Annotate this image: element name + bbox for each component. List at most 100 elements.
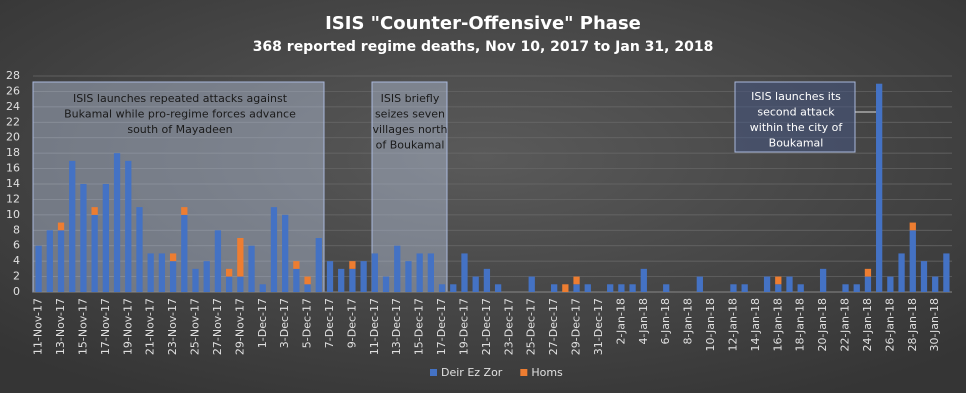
x-tick-label: 5-Dec-17 bbox=[301, 298, 314, 348]
bar bbox=[35, 245, 42, 292]
bar bbox=[842, 284, 849, 292]
bar bbox=[91, 214, 98, 292]
x-tick-label: 31-Dec-17 bbox=[592, 298, 605, 355]
bar bbox=[775, 276, 782, 285]
bar bbox=[876, 83, 883, 292]
bar bbox=[909, 230, 916, 292]
annotation-box bbox=[371, 81, 448, 293]
legend-label: Homs bbox=[531, 366, 563, 379]
x-tick-label: 13-Dec-17 bbox=[390, 298, 403, 355]
x-tick-label: 20-Jan-18 bbox=[816, 298, 829, 352]
x-tick-label: 21-Dec-17 bbox=[480, 298, 493, 355]
x-tick-label: 18-Jan-18 bbox=[794, 298, 807, 352]
y-tick-label: 26 bbox=[6, 84, 20, 97]
bar bbox=[573, 284, 580, 292]
x-tick-label: 8-Jan-18 bbox=[682, 298, 695, 345]
bar bbox=[57, 222, 65, 231]
bar bbox=[573, 276, 580, 285]
annotation-text: within the city of bbox=[750, 121, 844, 134]
bar bbox=[282, 214, 289, 292]
y-tick-label: 14 bbox=[6, 177, 20, 190]
bar bbox=[607, 284, 614, 292]
y-tick-label: 10 bbox=[6, 208, 20, 221]
y-tick-label: 8 bbox=[13, 223, 20, 236]
bar bbox=[741, 284, 748, 292]
bar bbox=[483, 268, 491, 292]
x-tick-label: 25-Nov-17 bbox=[189, 298, 202, 355]
bar bbox=[259, 284, 266, 292]
annotation-text: ISIS launches repeated attacks against bbox=[73, 92, 288, 105]
bar bbox=[898, 253, 905, 292]
bar bbox=[730, 284, 737, 292]
x-tick-label: 27-Dec-17 bbox=[547, 298, 560, 355]
bar bbox=[326, 261, 334, 292]
annotation-text: ISIS briefly bbox=[381, 92, 440, 105]
bar bbox=[494, 284, 502, 292]
bar bbox=[786, 276, 793, 292]
annotation-box bbox=[734, 81, 856, 153]
x-tick-label: 11-Nov-17 bbox=[32, 298, 45, 355]
y-tick-label: 0 bbox=[13, 285, 20, 298]
annotation-text: Bukamal while pro-regime forces advance bbox=[64, 108, 296, 121]
x-tick-label: 22-Jan-18 bbox=[839, 298, 852, 352]
bar bbox=[640, 268, 647, 292]
y-tick-label: 24 bbox=[6, 100, 20, 113]
x-tick-label: 23-Dec-17 bbox=[502, 298, 515, 355]
x-tick-label: 30-Jan-18 bbox=[928, 298, 941, 352]
x-tick-label: 6-Jan-18 bbox=[659, 298, 672, 345]
bar bbox=[371, 253, 378, 292]
bar bbox=[450, 284, 457, 292]
x-tick-label: 15-Dec-17 bbox=[413, 298, 426, 355]
bar bbox=[192, 268, 199, 292]
bar bbox=[943, 253, 950, 292]
x-tick-label: 26-Jan-18 bbox=[883, 298, 896, 352]
annotation-text: second attack bbox=[757, 106, 835, 119]
bar bbox=[169, 261, 177, 292]
x-tick-label: 17-Dec-17 bbox=[435, 298, 448, 355]
legend-swatch bbox=[430, 369, 437, 376]
bar bbox=[909, 222, 916, 231]
x-tick-label: 15-Nov-17 bbox=[76, 298, 89, 355]
y-tick-label: 22 bbox=[6, 115, 20, 128]
x-tick-label: 21-Nov-17 bbox=[144, 298, 157, 355]
x-tick-label: 1-Dec-17 bbox=[256, 298, 269, 348]
bar bbox=[663, 284, 670, 292]
x-tick-label: 14-Jan-18 bbox=[749, 298, 762, 352]
x-tick-label: 13-Nov-17 bbox=[54, 298, 67, 355]
x-tick-label: 3-Dec-17 bbox=[278, 298, 291, 348]
bar bbox=[932, 276, 939, 292]
annotation-text: villages north bbox=[373, 123, 448, 136]
x-tick-label: 7-Dec-17 bbox=[323, 298, 336, 348]
bar bbox=[349, 268, 356, 292]
bar bbox=[69, 160, 76, 292]
x-tick-label: 12-Jan-18 bbox=[726, 298, 739, 352]
x-tick-label: 11-Dec-17 bbox=[368, 298, 381, 355]
bar bbox=[528, 276, 535, 292]
bar bbox=[158, 253, 166, 292]
x-tick-label: 28-Jan-18 bbox=[906, 298, 919, 352]
y-tick-label: 16 bbox=[6, 162, 20, 175]
bar bbox=[203, 261, 210, 292]
bar bbox=[136, 207, 143, 292]
x-tick-label: 16-Jan-18 bbox=[771, 298, 784, 352]
bar bbox=[304, 276, 311, 285]
x-tick-label: 29-Nov-17 bbox=[233, 298, 246, 355]
x-tick-label: 24-Jan-18 bbox=[861, 298, 874, 352]
annotation-text: of Boukamal bbox=[376, 139, 445, 152]
bar bbox=[270, 207, 278, 292]
x-tick-label: 10-Jan-18 bbox=[704, 298, 717, 352]
bar bbox=[46, 230, 53, 292]
annotation-text: south of Mayadeen bbox=[127, 123, 232, 136]
bar bbox=[920, 261, 928, 292]
bar bbox=[382, 276, 390, 292]
bar bbox=[57, 230, 65, 292]
bar bbox=[113, 153, 121, 292]
bar bbox=[629, 284, 636, 292]
bar bbox=[80, 184, 87, 292]
bar bbox=[338, 268, 345, 292]
bar bbox=[696, 276, 703, 292]
x-tick-label: 25-Dec-17 bbox=[525, 298, 538, 355]
legend-label: Deir Ez Zor bbox=[441, 366, 503, 379]
x-tick-label: 2-Jan-18 bbox=[614, 298, 627, 345]
